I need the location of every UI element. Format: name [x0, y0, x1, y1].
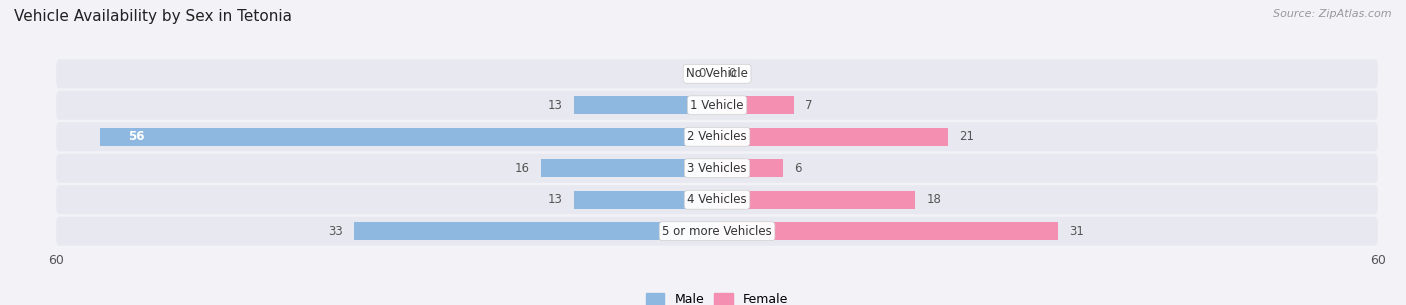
Text: 0: 0 [699, 67, 706, 80]
Bar [574, 191, 717, 209]
Text: 5 or more Vehicles: 5 or more Vehicles [662, 225, 772, 238]
Text: 13: 13 [548, 193, 562, 206]
Bar [354, 222, 717, 240]
Text: 33: 33 [328, 225, 343, 238]
Text: 3 Vehicles: 3 Vehicles [688, 162, 747, 175]
Bar [717, 159, 783, 178]
Text: 0: 0 [728, 67, 735, 80]
Text: 18: 18 [927, 193, 941, 206]
Bar [541, 159, 717, 178]
Bar [717, 96, 794, 114]
Text: No Vehicle: No Vehicle [686, 67, 748, 80]
Text: Vehicle Availability by Sex in Tetonia: Vehicle Availability by Sex in Tetonia [14, 9, 292, 24]
Text: 13: 13 [548, 99, 562, 112]
Text: 21: 21 [959, 130, 974, 143]
Bar [717, 191, 915, 209]
Text: 16: 16 [515, 162, 530, 175]
Text: 4 Vehicles: 4 Vehicles [688, 193, 747, 206]
FancyBboxPatch shape [56, 217, 1378, 246]
Text: 31: 31 [1070, 225, 1084, 238]
Text: 6: 6 [794, 162, 801, 175]
Text: Source: ZipAtlas.com: Source: ZipAtlas.com [1274, 9, 1392, 19]
Bar [574, 96, 717, 114]
Text: 7: 7 [806, 99, 813, 112]
Text: 2 Vehicles: 2 Vehicles [688, 130, 747, 143]
FancyBboxPatch shape [56, 154, 1378, 183]
Bar [717, 127, 948, 146]
Legend: Male, Female: Male, Female [645, 293, 789, 305]
Text: 1 Vehicle: 1 Vehicle [690, 99, 744, 112]
Bar [100, 127, 717, 146]
FancyBboxPatch shape [56, 122, 1378, 151]
FancyBboxPatch shape [56, 59, 1378, 88]
FancyBboxPatch shape [56, 91, 1378, 120]
Text: 56: 56 [128, 130, 145, 143]
FancyBboxPatch shape [56, 185, 1378, 214]
Bar [717, 222, 1059, 240]
